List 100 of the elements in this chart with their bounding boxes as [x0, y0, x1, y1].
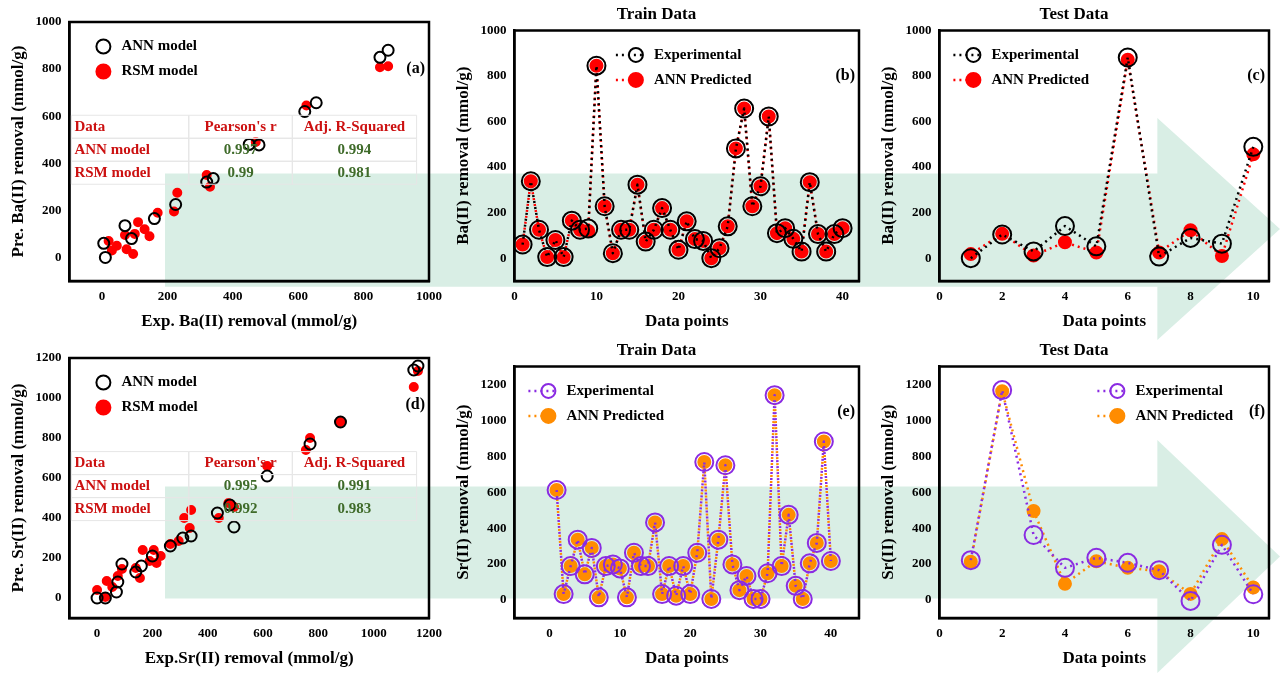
legend-label: Experimental — [1135, 381, 1223, 398]
annotation: 0.995 — [223, 476, 258, 493]
x-tick-label: 10 — [1246, 625, 1260, 641]
y-tick-label: 600 — [911, 483, 932, 499]
chart-title: Test Data — [1039, 339, 1109, 359]
y-axis-title: Pre. Ba(II) removal (mmol/g) — [7, 45, 27, 258]
y-tick-label: 200 — [41, 201, 62, 217]
annotation: 0.991 — [337, 476, 372, 493]
y-tick-label: 1000 — [35, 13, 62, 29]
x-tick-label: 0 — [936, 625, 943, 641]
y-tick-label: 200 — [911, 555, 932, 571]
x-tick-label: 200 — [142, 625, 163, 641]
legend-label: ANN Predicted — [653, 70, 753, 87]
annotation: Pearson's r — [204, 453, 277, 470]
y-tick-label: 1200 — [480, 375, 507, 391]
legend-label: Experimental — [991, 45, 1079, 62]
y-tick-label: 0 — [924, 249, 932, 265]
y-tick-label: 1000 — [35, 389, 62, 405]
x-tick-label: 2 — [998, 625, 1006, 641]
y-tick-label: 0 — [54, 589, 62, 605]
x-tick-label: 10 — [1246, 288, 1260, 304]
x-tick-label: 6 — [1124, 288, 1132, 304]
y-tick-label: 800 — [41, 429, 62, 445]
x-tick-label: 8 — [1187, 625, 1195, 641]
x-tick-label: 0 — [936, 288, 943, 304]
y-axis-title: Sr(II) removal (mmol/g) — [452, 404, 472, 580]
y-tick-label: 1200 — [905, 375, 932, 391]
x-tick-label: 2 — [998, 288, 1006, 304]
x-tick-label: 6 — [1124, 625, 1132, 641]
y-tick-label: 400 — [486, 158, 507, 174]
legend-label: RSM model — [121, 398, 198, 415]
chart-title: Test Data — [1039, 3, 1109, 23]
x-tick-label: 0 — [93, 625, 101, 641]
y-tick-label: 800 — [486, 447, 507, 463]
annotation: RSM model — [74, 163, 151, 180]
x-tick-label: 800 — [308, 625, 329, 641]
legend-label: Experimental — [566, 381, 654, 398]
x-tick-label: 8 — [1187, 288, 1195, 304]
y-tick-label: 400 — [486, 519, 507, 535]
y-tick-label: 600 — [41, 107, 62, 123]
x-tick-label: 600 — [288, 288, 308, 304]
x-axis-title: Exp. Ba(II) removal (mmol/g) — [141, 311, 358, 331]
y-tick-label: 600 — [41, 469, 62, 485]
x-axis-title: Exp.Sr(II) removal (mmol/g) — [144, 648, 354, 668]
legend-label: ANN model — [121, 373, 197, 390]
annotation: (d) — [405, 395, 425, 414]
x-tick-label: 600 — [253, 625, 273, 641]
annotation: (e) — [837, 402, 855, 421]
x-tick-label: 20 — [672, 288, 685, 304]
y-tick-label: 200 — [486, 204, 507, 220]
y-tick-label: 1200 — [35, 349, 62, 365]
y-tick-label: 0 — [499, 591, 507, 607]
y-tick-label: 400 — [41, 154, 62, 170]
y-tick-label: 0 — [499, 249, 507, 265]
x-tick-label: 40 — [836, 288, 850, 304]
x-axis-title: Data points — [1062, 311, 1147, 331]
x-tick-label: 4 — [1061, 625, 1069, 641]
annotation: 0.997 — [223, 140, 258, 157]
y-tick-label: 1000 — [480, 21, 507, 37]
legend-label: Experimental — [653, 45, 742, 62]
y-axis-title: Ba(II) removal (mmol/g) — [877, 66, 897, 245]
annotation: Adj. R-Squared — [303, 453, 406, 470]
x-tick-label: 20 — [683, 625, 697, 641]
x-tick-label: 4 — [1061, 288, 1069, 304]
annotation: Data — [74, 117, 106, 134]
y-tick-label: 1000 — [480, 411, 507, 427]
annotation: 0.983 — [337, 499, 372, 516]
x-tick-label: 0 — [546, 625, 553, 641]
annotation: ANN model — [74, 476, 150, 493]
annotation: Data — [74, 453, 106, 470]
y-tick-label: 0 — [924, 591, 932, 607]
annotation: 0.994 — [337, 140, 372, 157]
annotation: Pearson's r — [204, 117, 277, 134]
legend-label: ANN Predicted — [1135, 406, 1234, 423]
x-tick-label: 40 — [824, 625, 838, 641]
legend-label: ANN Predicted — [566, 406, 665, 423]
y-tick-label: 800 — [41, 60, 62, 76]
x-tick-label: 800 — [353, 288, 374, 304]
y-tick-label: 800 — [911, 67, 932, 83]
legend-label: RSM model — [121, 62, 198, 79]
annotation: (f) — [1249, 402, 1265, 421]
y-tick-label: 200 — [486, 555, 507, 571]
y-tick-label: 600 — [486, 483, 507, 499]
annotation: 0.992 — [223, 499, 258, 516]
legend-label: ANN model — [121, 37, 197, 54]
annotation: 0.981 — [337, 163, 372, 180]
y-axis-title: Pre. Sr(II) removal (mmol/g) — [7, 383, 27, 593]
annotation: RSM model — [74, 499, 151, 516]
y-tick-label: 400 — [41, 509, 62, 525]
y-tick-label: 0 — [54, 248, 62, 264]
legend-label: ANN Predicted — [991, 70, 1090, 87]
y-tick-label: 1000 — [905, 411, 932, 427]
x-tick-label: 1200 — [416, 625, 442, 641]
y-tick-label: 400 — [911, 519, 932, 535]
y-tick-label: 800 — [911, 447, 932, 463]
annotation: (b) — [835, 66, 855, 85]
y-tick-label: 200 — [41, 549, 62, 565]
y-axis-title: Sr(II) removal (mmol/g) — [877, 404, 897, 580]
annotation: ANN model — [74, 140, 150, 157]
x-tick-label: 0 — [511, 288, 518, 304]
